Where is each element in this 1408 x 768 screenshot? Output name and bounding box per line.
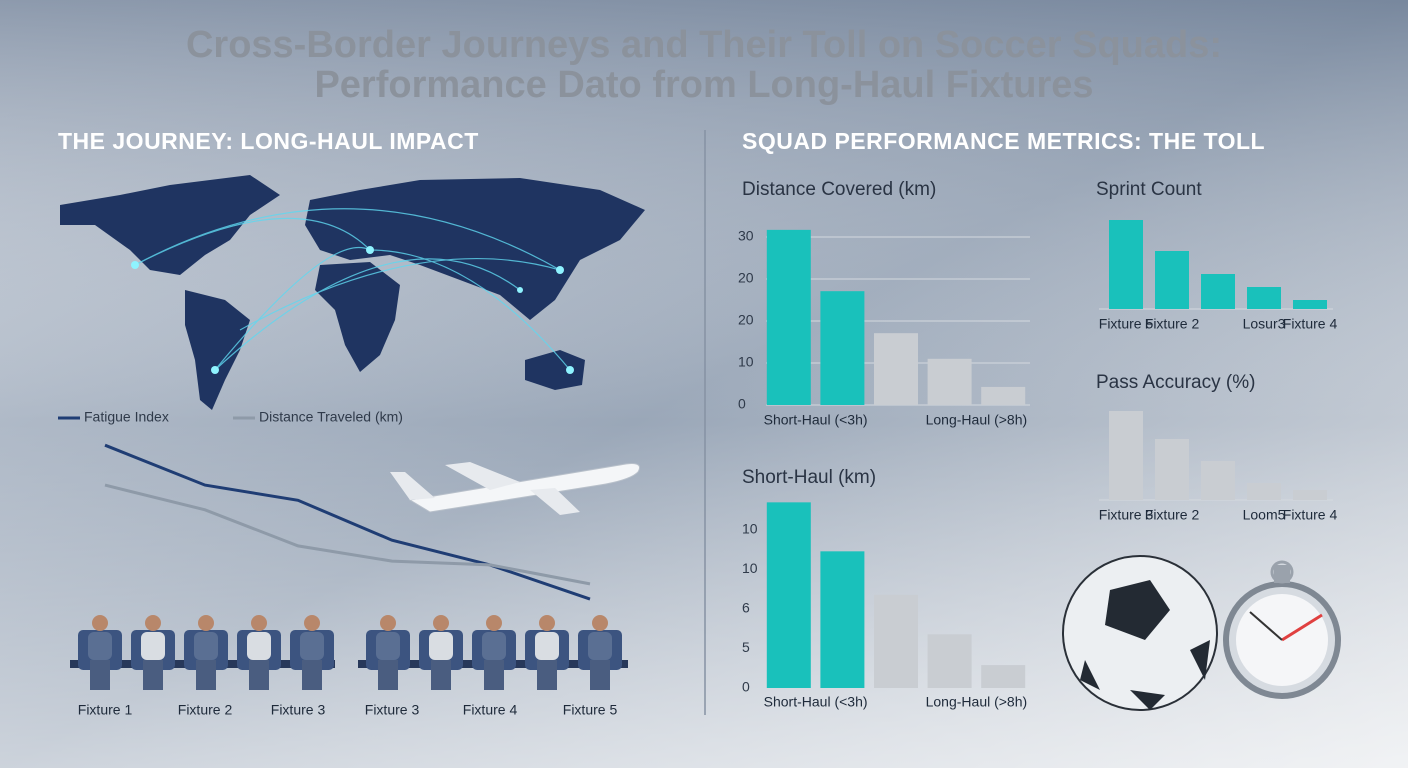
title-line: Cross-Border Journeys and Their Toll on … [186,24,1222,66]
x-tick-label: Fixture 5 [563,702,618,718]
airplane [390,462,640,515]
passenger-legs [484,660,504,690]
x-tick-label: Fixture 3 [365,702,420,718]
x-tick-label: Loom5 [1243,507,1286,523]
y-tick-label: 10 [742,560,758,576]
chart-title: Sprint Count [1096,179,1202,200]
passenger-head [433,615,449,631]
y-tick-label: 0 [738,396,746,412]
passenger-legs [249,660,269,690]
passenger [429,632,453,660]
passenger [247,632,271,660]
x-tick-label: Fixture 3 [1099,507,1154,523]
passenger-legs [143,660,163,690]
bar [1247,287,1281,309]
x-tick-label: Long-Haul (>8h) [926,412,1028,428]
passenger [482,632,506,660]
bar [1293,490,1327,500]
passenger-head [145,615,161,631]
y-tick-label: 20 [738,312,754,328]
legend-label: Distance Traveled (km) [259,409,403,425]
bar [766,502,811,688]
world-map [60,175,645,410]
passenger [376,632,400,660]
passenger [300,632,324,660]
bar [1247,483,1281,500]
x-tick-label: Fixture 2 [1145,507,1200,523]
y-tick-label: 0 [742,679,750,695]
passenger-legs [537,660,557,690]
title-line: Performance Dato from Long-Haul Fixtures [314,64,1093,106]
legend-label: Fatigue Index [84,409,169,425]
bar [981,665,1026,688]
passenger-head [380,615,396,631]
series-line [104,483,591,586]
section-heading: SQUAD PERFORMANCE METRICS: THE TOLL [742,128,1265,154]
bar [820,551,865,688]
passenger-head [539,615,555,631]
x-tick-label: Fixture 4 [1283,316,1338,332]
section-heading: THE JOURNEY: LONG-HAUL IMPACT [58,128,479,154]
passenger [588,632,612,660]
chart-title: Short-Haul (km) [742,467,876,488]
x-tick-label: Fixture 4 [1283,507,1338,523]
bar [981,386,1026,405]
passenger-legs [431,660,451,690]
x-tick-label: Fixture 2 [1145,316,1200,332]
passenger-head [251,615,267,631]
x-tick-label: Fixture 3 [271,702,326,718]
x-tick-label: Short-Haul (<3h) [764,694,868,710]
y-tick-label: 10 [742,521,758,537]
passenger-head [198,615,214,631]
bar [874,333,918,405]
x-tick-label: Fixture 4 [463,702,518,718]
bar [1293,300,1327,309]
y-tick-label: 5 [742,639,750,655]
passenger [88,632,112,660]
passenger-legs [90,660,110,690]
soccer-ball [1062,555,1218,711]
bar [874,594,918,688]
y-tick-label: 10 [738,354,754,370]
bar [927,634,972,688]
passenger [535,632,559,660]
bar [1155,251,1189,309]
bar [820,291,865,405]
x-tick-label: Fixture 5 [1099,316,1154,332]
bar [1109,220,1143,309]
passenger-head [304,615,320,631]
passenger-head [92,615,108,631]
passenger-legs [302,660,322,690]
passenger [194,632,218,660]
x-tick-label: Short-Haul (<3h) [764,412,868,428]
bar [766,229,811,405]
passenger-legs [196,660,216,690]
y-tick-label: 20 [738,270,754,286]
x-tick-label: Fixture 2 [178,702,233,718]
seat-rows [70,615,628,690]
bar [927,358,972,405]
bar [1201,274,1235,309]
stopwatch [1223,560,1341,699]
x-tick-label: Losur3 [1243,316,1286,332]
x-tick-label: Long-Haul (>8h) [926,694,1028,710]
y-tick-label: 30 [738,228,754,244]
x-tick-label: Fixture 1 [78,702,133,718]
passenger-legs [590,660,610,690]
bar [1201,461,1235,500]
chart-title: Distance Covered (km) [742,179,936,200]
bar [1155,439,1189,500]
passenger [141,632,165,660]
passenger-legs [378,660,398,690]
chart-title: Pass Accuracy (%) [1096,372,1255,393]
city-dots [131,246,574,374]
passenger-head [592,615,608,631]
passenger-head [486,615,502,631]
series-line [104,443,591,601]
bar [1109,411,1143,500]
y-tick-label: 6 [742,600,750,616]
flight-arcs [134,208,571,371]
